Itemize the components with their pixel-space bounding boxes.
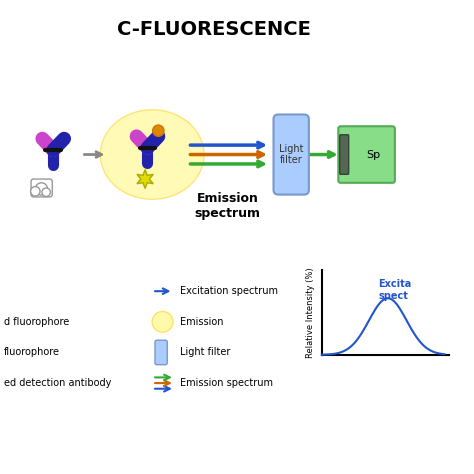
Text: Sp: Sp [366, 149, 381, 160]
Circle shape [152, 311, 173, 332]
Circle shape [31, 187, 40, 196]
Circle shape [36, 183, 47, 195]
Text: Emission spectrum: Emission spectrum [181, 378, 273, 388]
FancyBboxPatch shape [340, 135, 349, 174]
Text: Excitation spectrum: Excitation spectrum [181, 286, 278, 296]
Text: C-FLUORESCENCE: C-FLUORESCENCE [117, 20, 310, 39]
Text: Excita
spect: Excita spect [378, 279, 411, 301]
Text: Light
filter: Light filter [279, 144, 303, 165]
Text: ed detection antibody: ed detection antibody [4, 378, 111, 388]
Text: fluorophore: fluorophore [4, 347, 60, 357]
FancyBboxPatch shape [338, 126, 395, 183]
Text: Emission: Emission [181, 317, 224, 327]
Text: Emission
spectrum: Emission spectrum [194, 192, 261, 220]
Text: d fluorophore: d fluorophore [4, 317, 69, 327]
Polygon shape [137, 170, 153, 189]
FancyBboxPatch shape [31, 179, 52, 197]
Ellipse shape [100, 110, 204, 199]
Text: Light filter: Light filter [181, 347, 231, 357]
FancyBboxPatch shape [155, 340, 167, 365]
Circle shape [42, 188, 50, 197]
Text: Relative Intensity (%): Relative Intensity (%) [306, 267, 315, 358]
Circle shape [153, 125, 164, 137]
FancyBboxPatch shape [273, 115, 309, 195]
